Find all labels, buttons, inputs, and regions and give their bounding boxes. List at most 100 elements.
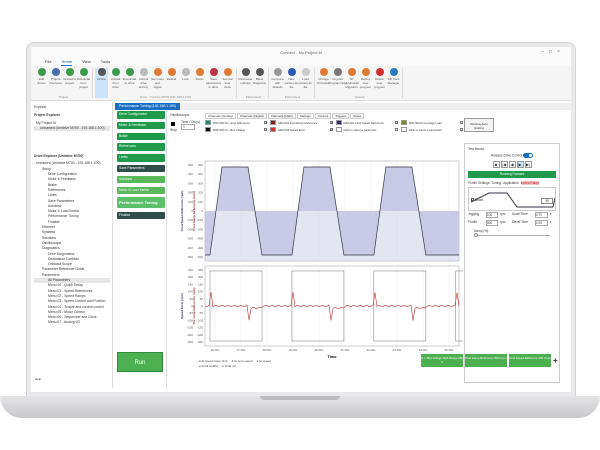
- drive-tree-item[interactable]: Oscilloscope: [42, 240, 62, 245]
- drive-tree-item[interactable]: Finalise: [48, 219, 60, 224]
- menu-view[interactable]: View: [82, 59, 91, 64]
- transport-button[interactable]: ▶: [516, 161, 524, 168]
- drive-tree-item[interactable]: Menu 04 - Torque and current control: [48, 304, 104, 309]
- channel-checkbox[interactable]: ✓: [329, 121, 333, 125]
- ribbon-button[interactable]: Block Diagrams: [253, 68, 266, 98]
- transport-button[interactable]: ◀: [508, 161, 516, 168]
- channel-item[interactable]: M02.001 Post Ramp Reference ✓: [270, 120, 333, 125]
- drive-tree-item[interactable]: Systems: [42, 230, 55, 235]
- drive-tree-item[interactable]: Setup: [42, 166, 51, 171]
- tab-performance-tuning[interactable]: Performance Tuning (192.168.1.100): [115, 103, 181, 110]
- quick-parameter-button[interactable]: Post Ramp Reference 250.0 rpm: [465, 354, 507, 367]
- menu-file[interactable]: File: [45, 59, 52, 64]
- ribbon-button[interactable]: Load parameter file: [299, 68, 312, 98]
- drive-tree-item[interactable]: Parameters: [42, 272, 60, 277]
- ribbon-button[interactable]: Add drives: [35, 68, 48, 98]
- ribbon-button[interactable]: SD Card Manager: [387, 68, 400, 98]
- stop-icon[interactable]: [171, 122, 176, 126]
- drive-tree-item[interactable]: Drive Configuration: [48, 172, 78, 177]
- drive-tree-item[interactable]: Destination Conflicts: [48, 256, 79, 261]
- drive-tree-item[interactable]: Diagnostics: [42, 246, 60, 251]
- tab-settings[interactable]: Settings: [296, 113, 314, 119]
- decel-input[interactable]: 0.00: [534, 220, 548, 226]
- channel-checkbox[interactable]: [394, 128, 398, 131]
- profile-tab[interactable]: Inertia Ramp: [520, 181, 539, 185]
- channel-item[interactable]: M00.000 Percentage Load: [400, 120, 463, 125]
- ribbon-button[interactable]: SP Unidrive/M Migration: [344, 68, 359, 98]
- ribbon-button[interactable]: Set motor and digital: [151, 68, 164, 98]
- nav-button-brake[interactable]: Brake: [117, 132, 165, 141]
- channel-item[interactable]: M03.003 Speed Error ✓: [270, 127, 333, 132]
- channel-item[interactable]: M00.000 Pre ramp Reference ✓: [205, 120, 268, 125]
- drive-tree-item[interactable]: Menu 05 - Motor Control: [48, 309, 85, 314]
- drive-tree-item[interactable]: Brake: [48, 182, 57, 187]
- tab-channels-math-[interactable]: Channels (Math): [267, 113, 296, 119]
- nav-button-limits[interactable]: Limits: [117, 154, 165, 162]
- drive-tree-item[interactable]: Performance Tuning: [48, 214, 79, 219]
- drive-tree-item[interactable]: Menu 00 - Quick Setup: [48, 283, 83, 288]
- timediv-input[interactable]: 1: [180, 124, 195, 130]
- jogging-input[interactable]: 100: [485, 212, 498, 218]
- channel-item[interactable]: Click to select a parameter: [400, 127, 463, 132]
- transport-button[interactable]: ▶|: [524, 161, 532, 168]
- drive-tree-item[interactable]: Autotune: [48, 203, 62, 208]
- nav-button-autotune[interactable]: Autotune: [117, 175, 165, 184]
- drive-tree-item[interactable]: Motor & Feedback: [48, 177, 76, 182]
- ramp-input[interactable]: 50: [541, 198, 553, 204]
- ribbon-button[interactable]: Reset: [193, 68, 206, 98]
- drive-tree-item[interactable]: Unnamed (Unidrive M700 - 192.168.1.100): [36, 161, 101, 166]
- project-tree-item[interactable]: Unnamed (Unidrive M700 - 192.168.1.100): [34, 125, 110, 132]
- ribbon-button[interactable]: Project Overview: [49, 68, 62, 98]
- channel-checkbox[interactable]: ✓: [264, 121, 268, 125]
- drive-tree-item[interactable]: Menu 02 - Speed Ramps: [48, 293, 86, 298]
- drive-tree-item[interactable]: Ethernet: [42, 225, 55, 230]
- ribbon-button[interactable]: Change Firmware: [317, 68, 330, 98]
- channel-item[interactable]: M05.005 D.c. Bus Voltage: [205, 127, 268, 132]
- channel-item[interactable]: Click to select a parameter: [335, 127, 398, 132]
- ribbon-button[interactable]: Keypad Programming: [329, 68, 347, 98]
- ribbon-button[interactable]: Upload to project: [63, 68, 76, 98]
- profile-tab[interactable]: Tuning: [491, 181, 502, 185]
- drive-tree-item[interactable]: Onboard Scope: [48, 262, 72, 267]
- ribbon-button[interactable]: Delete user program: [373, 68, 386, 98]
- profile-input[interactable]: 500: [485, 220, 498, 226]
- channel-checkbox[interactable]: [460, 121, 463, 124]
- ribbon-button[interactable]: New parameter file: [285, 68, 298, 98]
- quick-parameter-button[interactable]: Final Speed Reference 250.0 rpm: [509, 354, 551, 367]
- drive-tree-item[interactable]: Menu 01 - Speed References: [48, 288, 93, 293]
- quick-parameter-button[interactable]: D.c. Bus Voltage High Range 440 V: [421, 354, 463, 367]
- drive-tree-item[interactable]: All Parameters: [34, 278, 110, 284]
- restore-auto-scaling-button[interactable]: Restore Auto Scaling: [464, 118, 494, 132]
- drive-tree-item[interactable]: Drive Diagnostics: [48, 251, 75, 256]
- ribbon-button[interactable]: Upload from drive: [109, 68, 122, 98]
- ribbon-button[interactable]: Lock: [179, 68, 192, 98]
- help-link[interactable]: Help: [35, 377, 42, 381]
- tab-channels-analog-[interactable]: Channels (Analog): [205, 113, 236, 119]
- drive-tree-item[interactable]: Solutions: [42, 235, 56, 240]
- accel-input[interactable]: 0.70: [534, 212, 548, 218]
- profile-tab[interactable]: Profile Settings: [468, 181, 490, 185]
- nav-button-drive-configuration[interactable]: Drive Configuration: [117, 111, 165, 119]
- nav-button-references[interactable]: References: [117, 143, 165, 151]
- drive-tree-item[interactable]: Menu 06 - Sequencer and Clock: [48, 315, 97, 320]
- ribbon-button[interactable]: Deploy user program: [359, 68, 372, 98]
- channel-checkbox[interactable]: ✓: [329, 128, 333, 132]
- nav-button-motor-feedback[interactable]: Motor & Feedback: [117, 121, 165, 130]
- drive-tree-item[interactable]: Save Parameters: [48, 198, 75, 203]
- project-tree-item[interactable]: My Project.ld: [36, 120, 56, 125]
- nav-button-save-parameters[interactable]: Save Parameters: [117, 164, 165, 173]
- tab-channels-digital-[interactable]: Channels (Digital): [236, 113, 267, 119]
- channel-checkbox[interactable]: ✓: [394, 121, 398, 125]
- drive-tree-item[interactable]: Limits: [48, 193, 57, 198]
- run-button[interactable]: Run: [117, 352, 163, 372]
- ribbon-button[interactable]: Download from project: [77, 68, 90, 98]
- add-button[interactable]: +: [553, 356, 558, 365]
- menu-home[interactable]: Home: [61, 59, 73, 66]
- menu-tools[interactable]: Tools: [100, 59, 111, 64]
- drive-tree-item[interactable]: Motor & Load Inertia: [48, 209, 79, 214]
- drive-tree-item[interactable]: References: [48, 187, 66, 192]
- transport-button[interactable]: ■: [492, 161, 500, 168]
- ribbon-button[interactable]: Parameter Listings: [239, 68, 253, 98]
- transport-button[interactable]: |◀: [500, 161, 508, 168]
- ribbon-button[interactable]: Cancel drive activity: [137, 68, 150, 98]
